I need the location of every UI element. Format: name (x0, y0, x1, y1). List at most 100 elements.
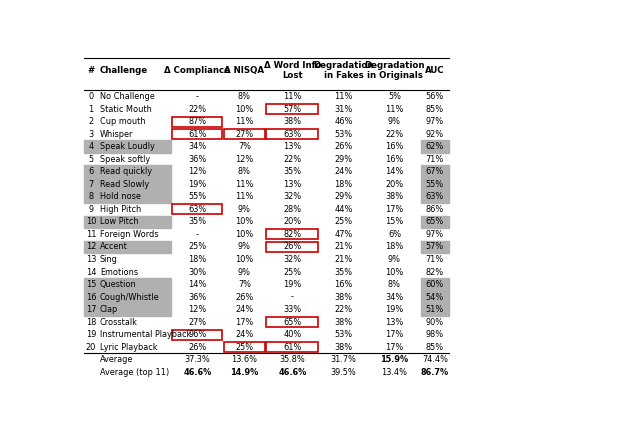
Text: Low Pitch: Low Pitch (100, 217, 138, 226)
Text: 13%: 13% (283, 180, 301, 189)
Text: 12%: 12% (188, 167, 207, 176)
Bar (225, 129, 264, 139)
Text: 12: 12 (86, 243, 96, 252)
Text: 33%: 33% (284, 305, 301, 314)
Text: 8%: 8% (388, 280, 401, 289)
Bar (266, 242, 318, 252)
Text: 17%: 17% (385, 330, 404, 339)
Text: 0: 0 (88, 92, 93, 101)
Text: 38%: 38% (334, 343, 353, 352)
Text: 57%: 57% (284, 105, 301, 114)
Text: Δ Word Info
Lost: Δ Word Info Lost (264, 61, 321, 81)
Text: 15.9%: 15.9% (380, 355, 408, 364)
Text: 22%: 22% (188, 105, 206, 114)
Text: 21%: 21% (334, 255, 353, 264)
Text: 6%: 6% (388, 230, 401, 239)
Text: 9%: 9% (388, 117, 401, 126)
Text: 35%: 35% (284, 167, 301, 176)
Text: 11: 11 (86, 230, 96, 239)
Text: 63%: 63% (426, 192, 444, 201)
Text: Challenge: Challenge (100, 66, 148, 75)
Text: 17: 17 (86, 305, 96, 314)
Text: 21%: 21% (334, 243, 353, 252)
Text: 92%: 92% (426, 130, 444, 139)
Text: #: # (87, 66, 95, 75)
Text: 9%: 9% (238, 205, 251, 214)
Text: 29%: 29% (334, 192, 353, 201)
Text: 62%: 62% (426, 142, 444, 151)
Text: Whisper: Whisper (100, 130, 133, 139)
Text: 24%: 24% (334, 167, 353, 176)
Bar (266, 342, 318, 352)
Bar (421, 303, 449, 316)
Text: No Challenge: No Challenge (100, 92, 155, 101)
Text: Degradation
in Originals: Degradation in Originals (364, 61, 425, 81)
Text: Average: Average (100, 355, 133, 364)
Text: 87%: 87% (188, 117, 206, 126)
Bar (172, 330, 222, 340)
Text: 55%: 55% (426, 180, 444, 189)
Text: 97%: 97% (426, 230, 444, 239)
Text: 17%: 17% (385, 205, 404, 214)
Text: 47%: 47% (334, 230, 353, 239)
Text: 14: 14 (86, 268, 96, 276)
Text: -: - (196, 230, 199, 239)
Text: 53%: 53% (334, 130, 353, 139)
Text: 30%: 30% (188, 268, 206, 276)
Text: 35.8%: 35.8% (280, 355, 305, 364)
Text: 38%: 38% (284, 117, 301, 126)
Text: 22%: 22% (385, 130, 404, 139)
Text: 90%: 90% (426, 318, 444, 327)
Text: 34%: 34% (188, 142, 207, 151)
Bar (421, 216, 449, 228)
Text: 14%: 14% (188, 280, 207, 289)
Text: 27%: 27% (236, 130, 253, 139)
Text: 20%: 20% (284, 217, 301, 226)
Text: Foreign Words: Foreign Words (100, 230, 158, 239)
Text: 85%: 85% (426, 343, 444, 352)
Text: 46%: 46% (334, 117, 353, 126)
Text: 19: 19 (86, 330, 96, 339)
Text: 10%: 10% (236, 217, 253, 226)
Text: 25%: 25% (284, 268, 301, 276)
Text: 10%: 10% (236, 255, 253, 264)
Text: 63%: 63% (188, 205, 207, 214)
Text: 26%: 26% (236, 292, 253, 302)
Text: 13.6%: 13.6% (232, 355, 257, 364)
Text: 12%: 12% (188, 305, 207, 314)
Text: 46.6%: 46.6% (278, 368, 307, 377)
Bar (84, 178, 172, 191)
Bar (225, 342, 264, 352)
Text: 25%: 25% (236, 343, 253, 352)
Bar (266, 317, 318, 327)
Text: Degradation
in Fakes: Degradation in Fakes (313, 61, 374, 81)
Text: 11%: 11% (385, 105, 404, 114)
Bar (172, 116, 222, 127)
Text: 34%: 34% (385, 292, 404, 302)
Text: 9%: 9% (388, 255, 401, 264)
Text: 11%: 11% (236, 117, 253, 126)
Text: Cough/Whistle: Cough/Whistle (100, 292, 159, 302)
Text: 2: 2 (88, 117, 93, 126)
Text: 7: 7 (88, 180, 93, 189)
Text: 38%: 38% (385, 192, 404, 201)
Text: Speak softly: Speak softly (100, 155, 150, 164)
Text: Crosstalk: Crosstalk (100, 318, 138, 327)
Text: 16%: 16% (334, 280, 353, 289)
Text: 74.4%: 74.4% (422, 355, 448, 364)
Text: 3: 3 (88, 130, 93, 139)
Text: 15: 15 (86, 280, 96, 289)
Text: Lyric Playback: Lyric Playback (100, 343, 157, 352)
Text: 85%: 85% (426, 105, 444, 114)
Text: 9: 9 (88, 205, 93, 214)
Text: 71%: 71% (426, 255, 444, 264)
Bar (421, 291, 449, 303)
Text: Read quickly: Read quickly (100, 167, 152, 176)
Text: 60%: 60% (426, 280, 444, 289)
Text: 9%: 9% (238, 243, 251, 252)
Text: 36%: 36% (188, 155, 207, 164)
Text: 4: 4 (88, 142, 93, 151)
Text: 19%: 19% (385, 305, 404, 314)
Text: 7%: 7% (238, 142, 251, 151)
Bar (266, 129, 318, 139)
